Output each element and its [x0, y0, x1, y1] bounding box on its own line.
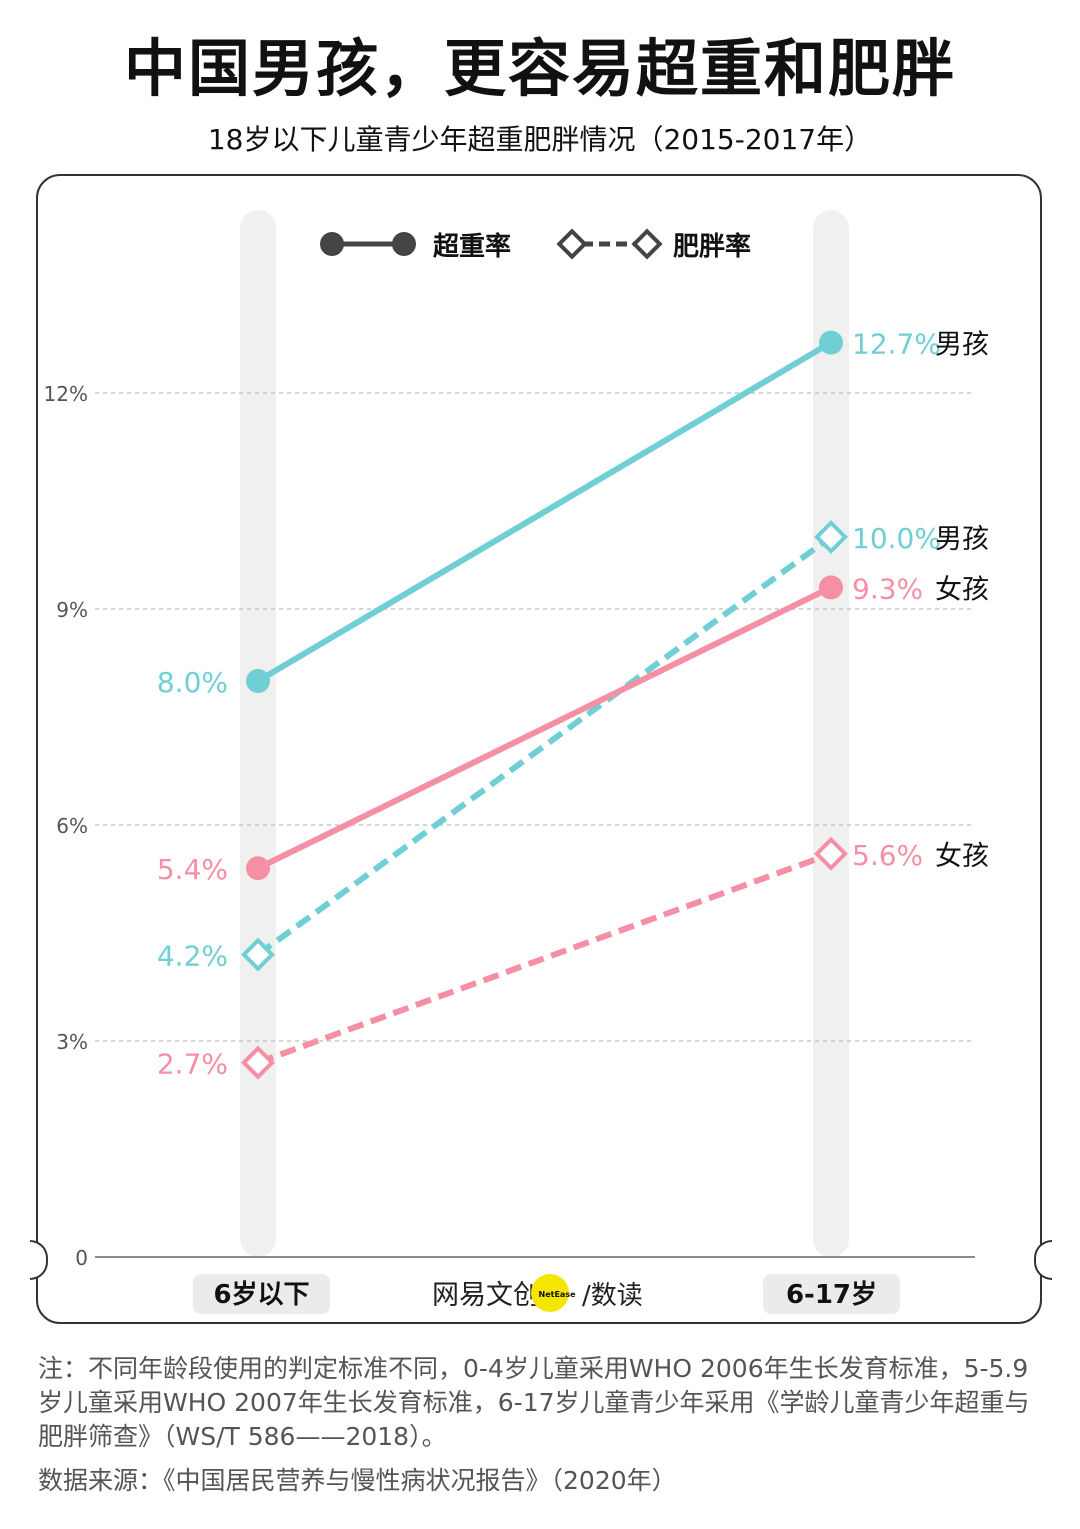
brand-logo-badge: [531, 1274, 569, 1312]
line-chart: 03%6%9%12%超重率 肥胖率8.0%12.7%男孩4.2%10.0%男孩5.…: [44, 210, 989, 1314]
legend-overweight-label: 超重率: [433, 231, 511, 262]
footnote: 注：不同年龄段使用的判定标准不同，0-4岁儿童采用WHO 2006年生长发育标准…: [38, 1354, 1030, 1451]
data-point-diamond: [814, 520, 848, 554]
column-band-2: [813, 210, 849, 1257]
series-group-label: 男孩: [935, 330, 989, 361]
x-category-label: 6岁以下: [213, 1279, 309, 1310]
data-label: 2.7%: [157, 1048, 228, 1081]
brand-name: 网易文创: [432, 1280, 540, 1311]
legend-overweight-marker: [392, 232, 416, 256]
series-group-label: 男孩: [935, 524, 989, 555]
data-label: 5.6%: [852, 839, 923, 872]
chart-card: [36, 174, 1042, 1324]
data-source: 数据来源：《中国居民营养与慢性病状况报告》（2020年）: [38, 1466, 677, 1495]
data-label: 4.2%: [157, 940, 228, 973]
chart-title: 中国男孩，更容易超重和肥胖: [123, 32, 956, 105]
y-tick-label: 0: [75, 1246, 88, 1270]
data-point-diamond: [241, 937, 275, 972]
legend-obesity-marker: [631, 228, 663, 260]
data-point-circle: [246, 856, 270, 881]
series-line-4: [256, 850, 833, 1066]
brand-badge-text: NetEase: [539, 1290, 577, 1299]
series-group-label: 女孩: [935, 841, 989, 872]
data-label: 10.0%: [852, 522, 941, 555]
y-tick-label: 9%: [56, 598, 88, 622]
y-tick-label: 3%: [56, 1030, 88, 1054]
legend-overweight-marker: [320, 232, 344, 256]
data-point-circle: [246, 669, 270, 693]
data-label: 8.0%: [157, 666, 228, 699]
series-line-2: [256, 534, 833, 958]
data-label: 5.4%: [157, 853, 228, 886]
data-point-diamond: [241, 1045, 275, 1080]
chart-subtitle: 18岁以下儿童青少年超重肥胖情况（2015-2017年）: [207, 123, 873, 156]
legend-obesity-label: 肥胖率: [673, 231, 751, 262]
category-tab-1: [193, 1274, 330, 1314]
series-line-3: [256, 584, 833, 871]
data-point-circle: [819, 575, 843, 600]
legend-obesity-marker: [556, 228, 588, 260]
x-category-label: 6-17岁: [786, 1279, 877, 1310]
y-tick-label: 6%: [56, 814, 88, 838]
series-group-label: 女孩: [935, 574, 989, 605]
column-band-1: [240, 210, 276, 1257]
data-point-diamond: [814, 836, 848, 871]
category-tab-2: [763, 1274, 900, 1314]
brand-suffix: /数读: [582, 1281, 643, 1311]
series-line-1: [256, 340, 833, 684]
data-label: 9.3%: [852, 572, 923, 605]
data-label: 12.7%: [852, 328, 941, 361]
data-point-circle: [819, 330, 843, 355]
y-tick-label: 12%: [44, 382, 88, 406]
